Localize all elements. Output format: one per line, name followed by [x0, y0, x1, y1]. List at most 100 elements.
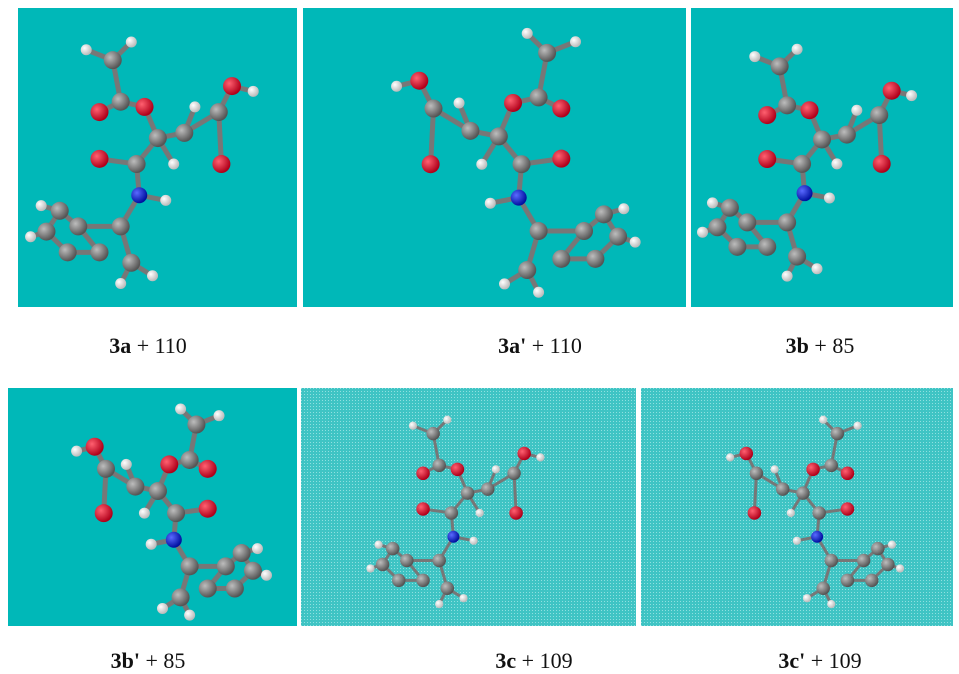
atom [175, 404, 186, 415]
atom [409, 422, 417, 430]
atom [707, 197, 718, 208]
atom [157, 603, 168, 614]
atom [812, 263, 823, 274]
atom [518, 261, 536, 279]
atom [181, 557, 199, 575]
atom [443, 416, 451, 424]
panel-background [8, 388, 297, 626]
atom [831, 427, 845, 441]
atom [25, 231, 36, 242]
atom [366, 564, 374, 572]
atom [793, 155, 811, 173]
atom [758, 238, 776, 256]
atom [552, 250, 570, 268]
atom [782, 271, 793, 282]
atom [416, 502, 430, 516]
atom [827, 600, 835, 608]
atom [416, 467, 430, 481]
atom [226, 580, 244, 598]
atom [513, 155, 531, 173]
atom [630, 237, 641, 248]
atom [400, 554, 414, 568]
atom [386, 542, 400, 556]
atom [166, 532, 182, 548]
atom [432, 459, 446, 473]
atom [90, 150, 108, 168]
atom [819, 416, 827, 424]
atom [86, 438, 104, 456]
figure: 3a + 1103a' + 1103b + 853b' + 853c + 109… [0, 0, 959, 674]
atom [167, 504, 185, 522]
atom [838, 126, 856, 144]
atom [104, 51, 122, 69]
atom [504, 94, 522, 112]
atom [883, 82, 901, 100]
atom [778, 213, 796, 231]
atom [853, 422, 861, 430]
atom [476, 509, 484, 517]
atom [811, 531, 823, 543]
atom [831, 158, 842, 169]
atom [217, 557, 235, 575]
energy-label: + 109 [811, 648, 862, 673]
atom [149, 482, 167, 500]
atom [37, 223, 55, 241]
atom [575, 222, 593, 240]
energy-label: + 85 [814, 333, 854, 358]
atom [422, 155, 440, 173]
atom [187, 416, 205, 434]
atom [126, 36, 137, 47]
atom [721, 199, 739, 217]
atom [586, 250, 604, 268]
atom [214, 410, 225, 421]
atom [71, 446, 82, 457]
compound-label: 3b [786, 333, 809, 358]
atom [824, 193, 835, 204]
compound-label: 3b' [111, 648, 140, 673]
atom [160, 455, 178, 473]
atom [212, 155, 230, 173]
caption: 3b' + 85 [28, 648, 268, 674]
atom [797, 185, 813, 201]
atom [509, 506, 523, 520]
atom [128, 155, 146, 173]
atom [536, 453, 544, 461]
atom [738, 213, 756, 231]
atom [758, 150, 776, 168]
atom [750, 467, 764, 481]
atom [788, 248, 806, 266]
compound-label: 3c' [778, 648, 805, 673]
atom [740, 447, 754, 461]
atom [726, 453, 734, 461]
atom [595, 205, 613, 223]
atom [59, 243, 77, 261]
atom [454, 97, 465, 108]
atom [36, 200, 47, 211]
atom [570, 36, 581, 47]
molecule-panel [8, 388, 297, 626]
molecule-panel [18, 8, 297, 307]
atom [793, 537, 801, 545]
atom [771, 465, 779, 473]
atom [871, 542, 885, 556]
atom [469, 537, 477, 545]
atom [69, 217, 87, 235]
atom [825, 554, 839, 568]
atom [199, 500, 217, 518]
atom [426, 427, 440, 441]
compound-label: 3c [495, 648, 516, 673]
atom [233, 544, 251, 562]
energy-label: + 109 [522, 648, 573, 673]
atom [771, 57, 789, 75]
atom [90, 103, 108, 121]
atom [841, 574, 855, 588]
atom [492, 465, 500, 473]
atom [618, 203, 629, 214]
caption: 3c' + 109 [700, 648, 940, 674]
atom [199, 580, 217, 598]
caption: 3b + 85 [700, 333, 940, 359]
compound-label: 3a [109, 333, 131, 358]
atom [95, 504, 113, 522]
atom [51, 202, 69, 220]
atom [530, 88, 548, 106]
